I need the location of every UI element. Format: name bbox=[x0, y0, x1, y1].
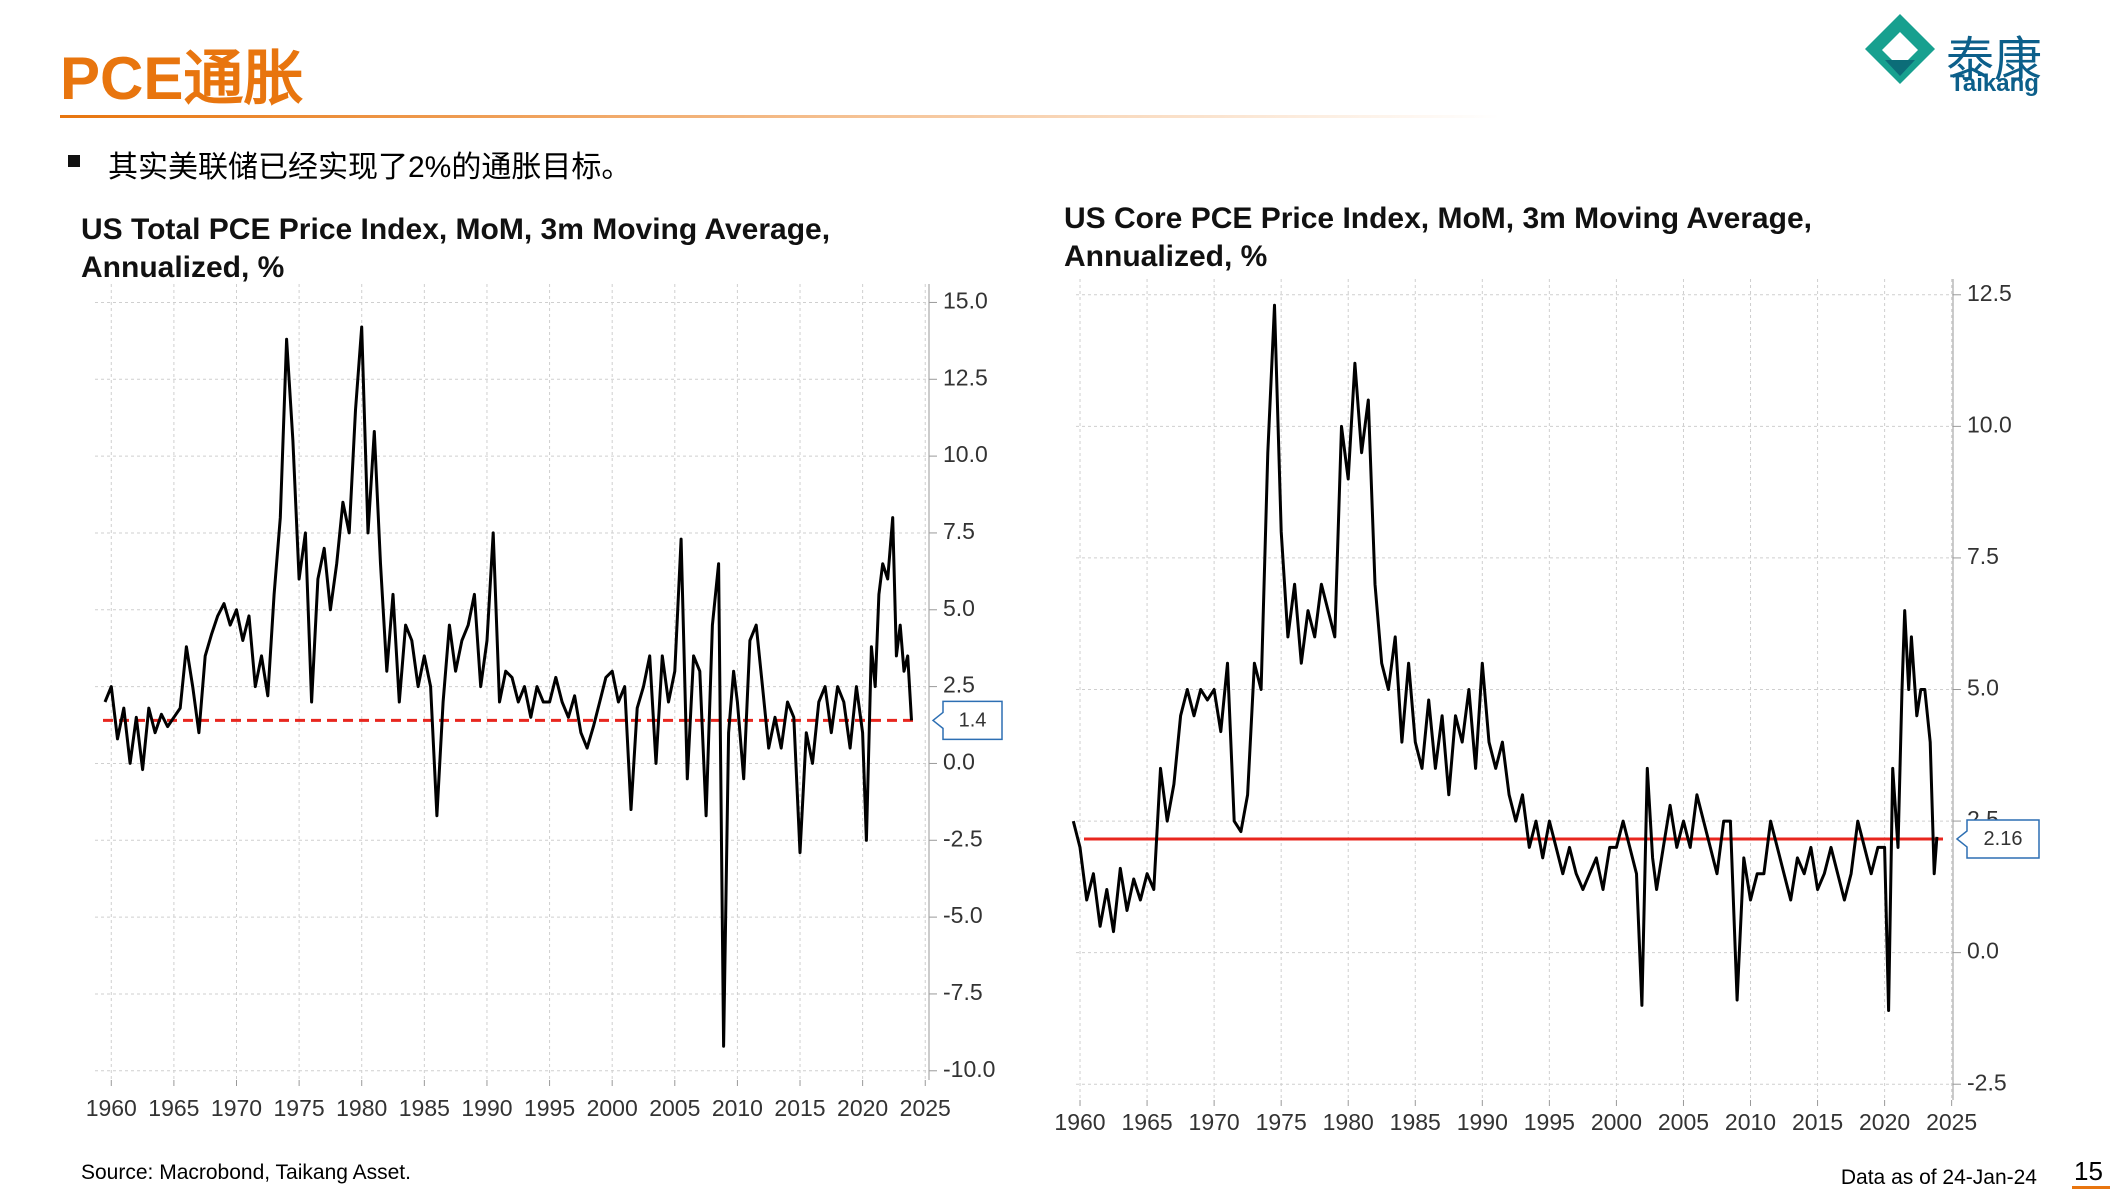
x-tick-label: 1990 bbox=[461, 1095, 512, 1121]
y-tick-label: 15.0 bbox=[943, 288, 988, 314]
logo-name: 泰康 bbox=[1946, 32, 2043, 88]
data-date: Data as of 24-Jan-24 bbox=[1840, 1166, 2037, 1189]
x-tick-label: 2000 bbox=[1591, 1109, 1642, 1135]
chart-title: US Total PCE Price Index, MoM, 3m Moving… bbox=[81, 213, 831, 284]
x-tick-label: 1985 bbox=[399, 1095, 450, 1121]
callout-label: 1.4 bbox=[959, 710, 987, 732]
y-tick-label: 0.0 bbox=[1967, 938, 1999, 964]
reference-callout: 2.16 bbox=[1955, 819, 2040, 859]
page-number: 15 bbox=[2074, 1156, 2103, 1186]
x-tick-label: 1960 bbox=[86, 1095, 137, 1121]
bullet-text: 其实美联储已经实现了2%的通胀目标。 bbox=[108, 151, 632, 184]
x-tick-label: 2005 bbox=[649, 1095, 700, 1121]
x-tick-label: 1990 bbox=[1457, 1109, 1508, 1135]
source: Source: Macrobond, Taikang Asset. bbox=[81, 1161, 411, 1184]
y-tick-label: 5.0 bbox=[1967, 675, 1999, 701]
x-tick-label: 2025 bbox=[1926, 1109, 1977, 1135]
callout-label: 2.16 bbox=[1984, 828, 2023, 850]
x-tick-label: 1980 bbox=[336, 1095, 387, 1121]
bullet-square bbox=[68, 155, 80, 167]
y-tick-label: 5.0 bbox=[943, 595, 975, 621]
x-tick-label: 1965 bbox=[1121, 1109, 1172, 1135]
x-tick-label: 2020 bbox=[837, 1095, 888, 1121]
x-tick-label: 2020 bbox=[1859, 1109, 1910, 1135]
x-tick-label: 1960 bbox=[1054, 1109, 1105, 1135]
x-tick-label: 1965 bbox=[148, 1095, 199, 1121]
y-tick-label: 12.5 bbox=[943, 364, 988, 390]
x-tick-label: 1995 bbox=[524, 1095, 575, 1121]
callout-box bbox=[931, 700, 1003, 741]
y-tick-label: 10.0 bbox=[1967, 411, 2012, 437]
x-tick-label: 1975 bbox=[274, 1095, 325, 1121]
x-tick-label: 2005 bbox=[1658, 1109, 1709, 1135]
title-rule bbox=[60, 115, 1500, 118]
y-tick-label: 7.5 bbox=[943, 518, 975, 544]
callout-box bbox=[1955, 819, 2040, 859]
x-tick-label: 2015 bbox=[1792, 1109, 1843, 1135]
y-tick-label: 2.5 bbox=[943, 672, 975, 698]
x-tick-label: 2000 bbox=[587, 1095, 638, 1121]
logo-mark bbox=[1865, 14, 1935, 84]
chart-title: US Core PCE Price Index, MoM, 3m Moving … bbox=[1064, 202, 1812, 273]
y-tick-label: 7.5 bbox=[1967, 543, 1999, 569]
x-tick-label: 1980 bbox=[1323, 1109, 1374, 1135]
y-tick-label: 10.0 bbox=[943, 441, 988, 467]
y-tick-label: -7.5 bbox=[943, 979, 983, 1005]
page-number-rule bbox=[2072, 1186, 2110, 1189]
x-tick-label: 1985 bbox=[1390, 1109, 1441, 1135]
x-tick-label: 1970 bbox=[211, 1095, 262, 1121]
x-tick-label: 1975 bbox=[1256, 1109, 1307, 1135]
line bbox=[103, 325, 913, 1048]
x-tick-label: 2015 bbox=[774, 1095, 825, 1121]
y-tick-label: -10.0 bbox=[943, 1056, 995, 1082]
y-tick-label: 12.5 bbox=[1967, 280, 2012, 306]
y-tick-label: 0.0 bbox=[943, 749, 975, 775]
x-tick-label: 1970 bbox=[1189, 1109, 1240, 1135]
y-tick-label: -5.0 bbox=[943, 902, 983, 928]
reference-callout: 1.4 bbox=[931, 700, 1003, 741]
logo-latin: Taikang bbox=[1950, 70, 2039, 97]
x-tick-label: 2010 bbox=[1725, 1109, 1776, 1135]
x-tick-label: 2025 bbox=[900, 1095, 951, 1121]
y-tick-label: -2.5 bbox=[943, 825, 983, 851]
y-tick-label: -2.5 bbox=[1967, 1069, 2007, 1095]
line bbox=[1071, 303, 1939, 1012]
slide-title: PCE通胀 bbox=[60, 45, 304, 112]
x-tick-label: 1995 bbox=[1524, 1109, 1575, 1135]
x-tick-label: 2010 bbox=[712, 1095, 763, 1121]
